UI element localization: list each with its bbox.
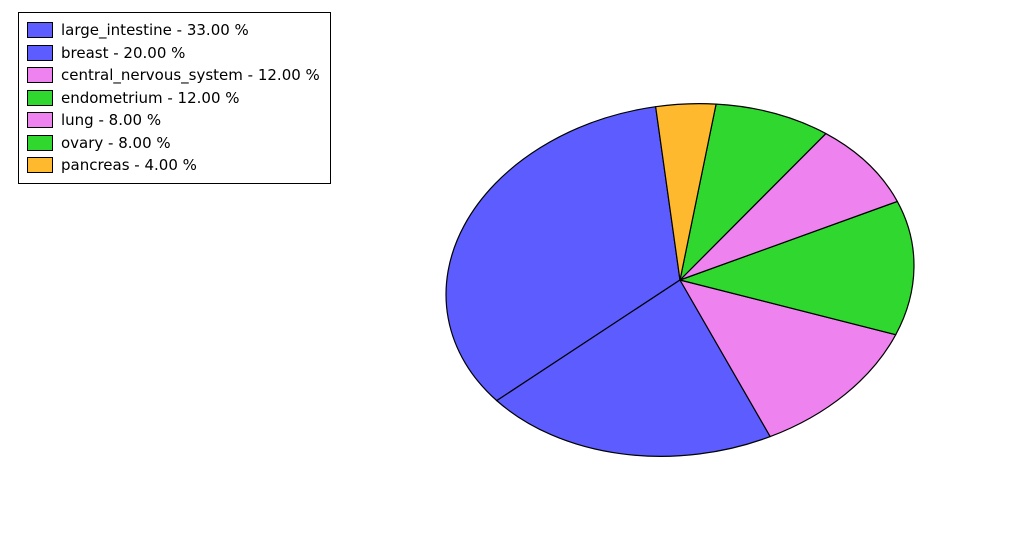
legend-item: large_intestine - 33.00 % (27, 19, 320, 42)
legend-label: lung - 8.00 % (61, 109, 161, 132)
legend-swatch (27, 22, 53, 38)
legend-swatch (27, 157, 53, 173)
legend-label: large_intestine - 33.00 % (61, 19, 249, 42)
legend-item: central_nervous_system - 12.00 % (27, 64, 320, 87)
legend-item: lung - 8.00 % (27, 109, 320, 132)
legend-label: ovary - 8.00 % (61, 132, 171, 155)
legend-swatch (27, 45, 53, 61)
legend-swatch (27, 135, 53, 151)
legend-swatch (27, 90, 53, 106)
legend-item: pancreas - 4.00 % (27, 154, 320, 177)
legend: large_intestine - 33.00 %breast - 20.00 … (18, 12, 331, 184)
pie-chart (440, 100, 920, 460)
legend-label: central_nervous_system - 12.00 % (61, 64, 320, 87)
legend-label: endometrium - 12.00 % (61, 87, 240, 110)
legend-label: breast - 20.00 % (61, 42, 185, 65)
legend-swatch (27, 67, 53, 83)
legend-label: pancreas - 4.00 % (61, 154, 197, 177)
legend-swatch (27, 112, 53, 128)
legend-item: breast - 20.00 % (27, 42, 320, 65)
chart-stage: large_intestine - 33.00 %breast - 20.00 … (0, 0, 1024, 538)
legend-item: endometrium - 12.00 % (27, 87, 320, 110)
legend-item: ovary - 8.00 % (27, 132, 320, 155)
